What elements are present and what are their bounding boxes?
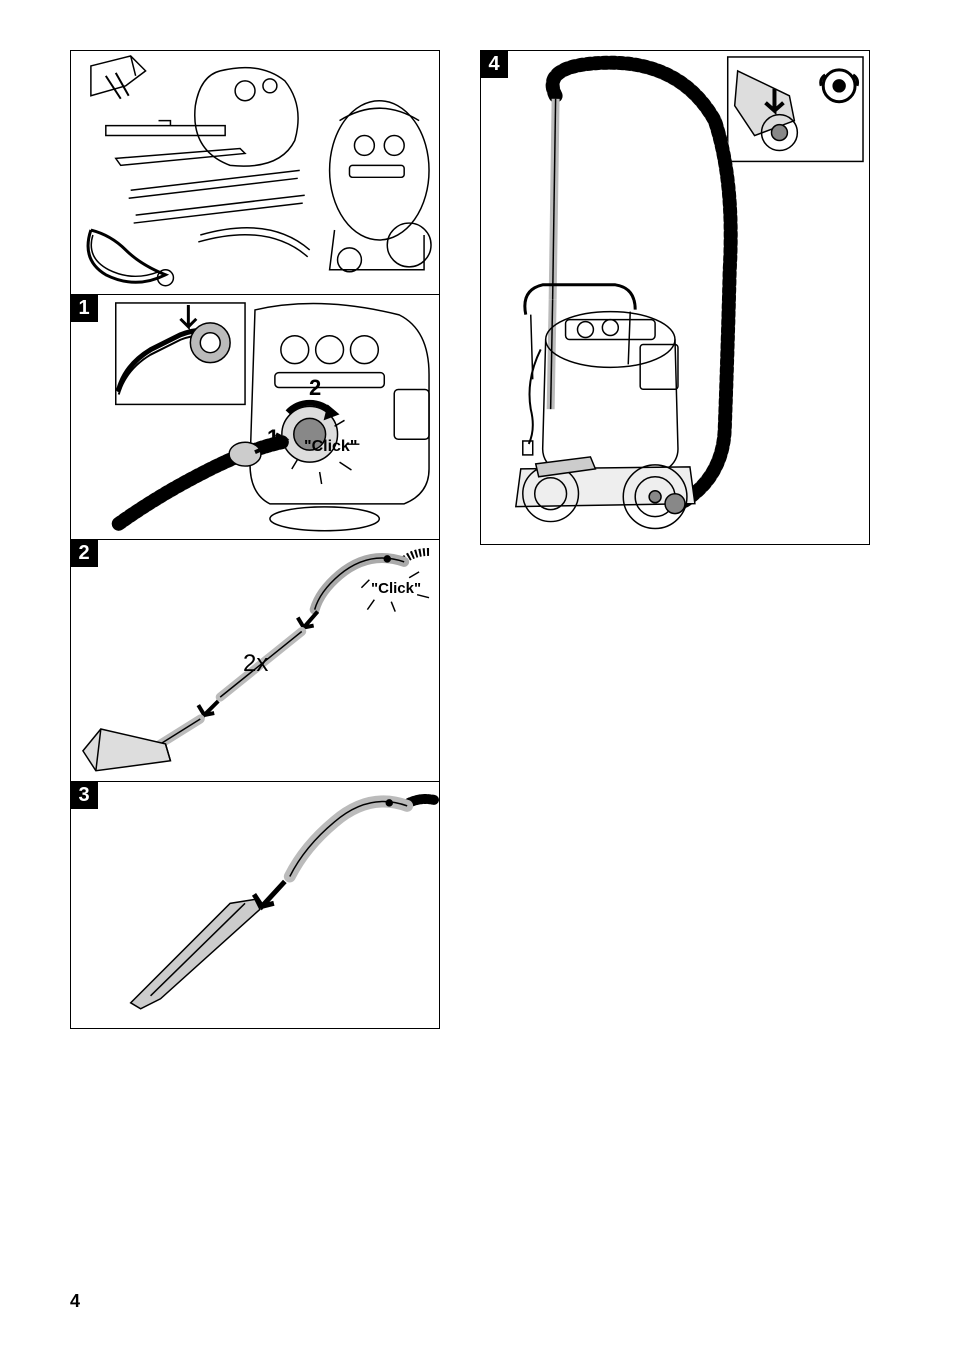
left-column: 1 [70, 50, 440, 1029]
substep-1-label: 1 [267, 425, 279, 451]
page-number: 4 [70, 1291, 80, 1312]
page: 1 [0, 0, 954, 1354]
click-label-1: "Click" [304, 438, 357, 456]
panel-step-3: 3 [70, 782, 440, 1029]
right-column: 4 [480, 50, 870, 1029]
multiplier-label: 2x [243, 650, 268, 678]
click-label-2: "Click" [371, 580, 421, 597]
panel-step-4: 4 [480, 50, 870, 545]
step4-diagram [481, 51, 869, 543]
unbox-diagram [71, 51, 439, 295]
panel-step-2: 2 [70, 540, 440, 782]
step1-diagram [71, 295, 439, 539]
panel-step-1: 1 [70, 295, 440, 540]
step3-diagram [71, 782, 439, 1028]
substep-2-label: 2 [309, 375, 321, 401]
columns: 1 [70, 50, 894, 1029]
panel-unbox [70, 50, 440, 295]
